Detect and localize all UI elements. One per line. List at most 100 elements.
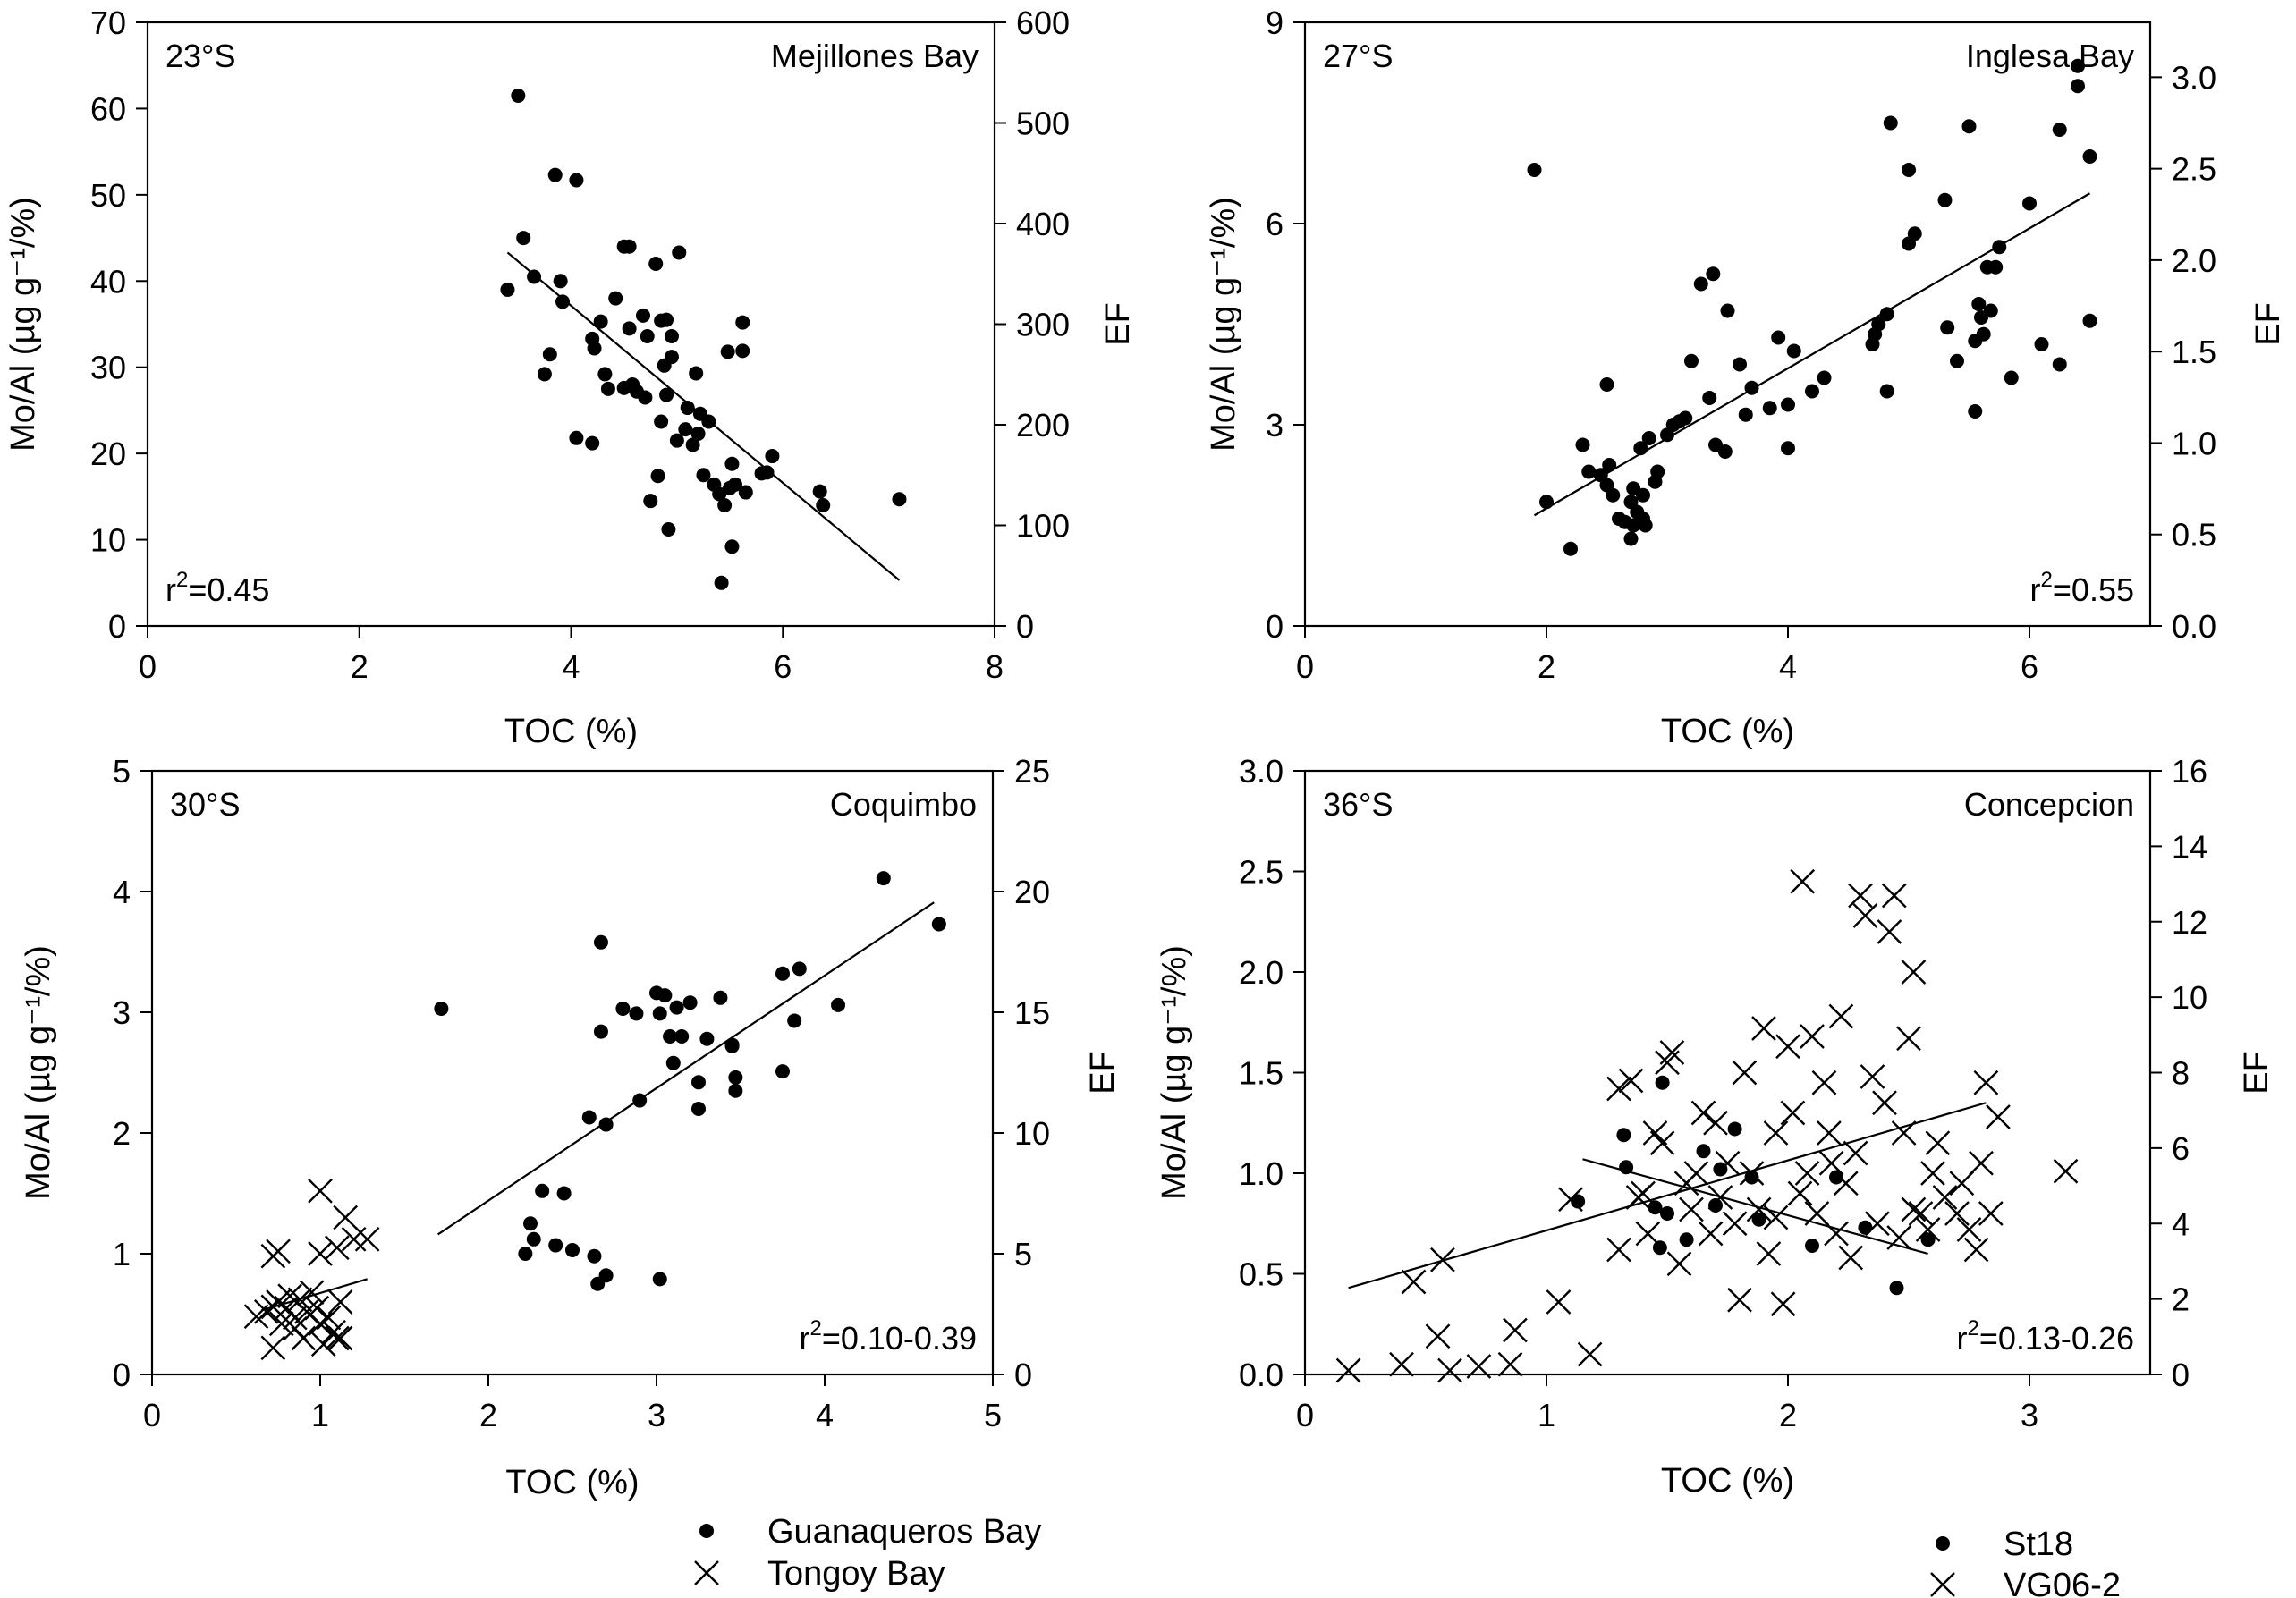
data-point-x (354, 1226, 380, 1252)
data-point-x (1727, 1287, 1752, 1313)
data-point (585, 435, 600, 451)
plot-frame (146, 21, 996, 628)
y2-tick-label: 20 (1014, 874, 1050, 910)
data-point (1889, 1281, 1904, 1296)
data-point (1805, 1239, 1819, 1253)
data-point (569, 173, 584, 188)
r2-superscript: 2 (1967, 1316, 1978, 1340)
regression-line (1348, 1102, 1987, 1289)
data-point-x (1466, 1354, 1492, 1379)
data-point-x (1430, 1247, 1455, 1272)
x-axis-label: TOC (%) (1661, 1462, 1794, 1500)
x-tick-label: 1 (311, 1397, 329, 1433)
r2-prefix: r (1956, 1320, 1967, 1357)
y2-tick-label: 1.5 (2172, 334, 2216, 370)
data-point (831, 997, 846, 1012)
data-point (593, 314, 608, 329)
data-point (1738, 407, 1753, 422)
y2-tick-label: 12 (2172, 904, 2207, 941)
data-point (1702, 391, 1717, 405)
x-tick-label: 3 (648, 1397, 665, 1433)
data-point (640, 329, 655, 343)
data-point-x (1865, 1211, 1890, 1237)
data-point (1684, 353, 1699, 368)
data-point (569, 430, 584, 445)
y2-tick-label: 8 (2172, 1055, 2190, 1092)
data-point (635, 308, 650, 323)
data-point-x (308, 1241, 333, 1266)
legend-x-marker (1930, 1572, 1955, 1597)
data-point (553, 274, 568, 289)
data-point-x (310, 1332, 336, 1357)
data-point (712, 486, 727, 502)
data-point (1733, 357, 1747, 372)
panel-1: 0 2 4 6 80102030405060700100200300400500600T… (4, 4, 1137, 750)
data-point (720, 344, 735, 359)
y-tick-label: 0 (108, 608, 126, 645)
data-point (661, 522, 676, 537)
data-point (1717, 444, 1733, 459)
data-point (650, 469, 665, 484)
data-point-x (1908, 1201, 1934, 1226)
y2-tick-label: 5 (1014, 1236, 1032, 1272)
y2-tick-label: 2.5 (2172, 151, 2216, 188)
y-tick-label: 4 (113, 874, 131, 910)
data-point-x (341, 1226, 367, 1252)
legend-dot-marker (1936, 1536, 1950, 1551)
data-point (669, 433, 684, 448)
data-point-x (268, 1311, 294, 1337)
legend-label: VG06-2 (2004, 1567, 2121, 1598)
y2-axis-label: EF (1099, 302, 1137, 346)
data-point (615, 1001, 631, 1016)
data-point (659, 387, 674, 402)
data-point (696, 468, 711, 483)
y2-axis-label: EF (2238, 1051, 2275, 1095)
data-point (699, 1031, 715, 1046)
x-tick-label: 3 (2021, 1397, 2038, 1433)
data-point (1602, 458, 1617, 472)
y2-tick-label: 0.0 (2172, 608, 2216, 645)
data-point (713, 990, 728, 1005)
data-point (1883, 115, 1898, 131)
r2-value: =0.13-0.26 (1979, 1320, 2134, 1357)
data-point (597, 367, 613, 382)
data-point-x (1425, 1323, 1451, 1349)
data-point-x (1944, 1201, 1970, 1226)
data-point (664, 329, 679, 343)
data-point-x (1901, 960, 1927, 985)
data-point-x (1401, 1269, 1427, 1295)
data-point-x (1763, 1120, 1789, 1146)
data-point (648, 257, 664, 271)
data-point-x (1631, 1180, 1656, 1206)
y2-tick-label: 0 (2172, 1357, 2190, 1393)
data-point (598, 1268, 614, 1283)
y-tick-label: 3 (113, 994, 131, 1031)
y-tick-label: 5 (113, 753, 131, 790)
data-point (548, 1238, 563, 1253)
data-point-x (1852, 903, 1878, 928)
legend-label: Guanaqueros Bay (767, 1513, 1041, 1551)
data-point (1902, 163, 1916, 177)
data-point-x (1606, 1076, 1631, 1102)
series-inglesa-bay (1527, 58, 2097, 556)
data-point (1971, 297, 1987, 311)
data-point (714, 575, 729, 590)
data-point (1871, 317, 1886, 332)
data-point (587, 1248, 602, 1264)
latitude-label: 30°S (170, 786, 240, 823)
latitude-label: 36°S (1323, 786, 1393, 823)
r2-value: =0.10-0.39 (822, 1320, 977, 1357)
data-point-x (1707, 1185, 1733, 1210)
data-point (664, 350, 679, 365)
data-point (717, 498, 733, 512)
data-point (678, 422, 693, 437)
y-tick-label: 3 (1266, 407, 1284, 444)
data-point (527, 269, 542, 284)
y-tick-label: 50 (90, 177, 126, 214)
data-point (1575, 437, 1590, 452)
data-point (622, 239, 637, 254)
data-point-x (1780, 1100, 1806, 1126)
data-point (1678, 410, 1693, 426)
data-point-x (1649, 1130, 1675, 1156)
data-point (701, 414, 716, 429)
